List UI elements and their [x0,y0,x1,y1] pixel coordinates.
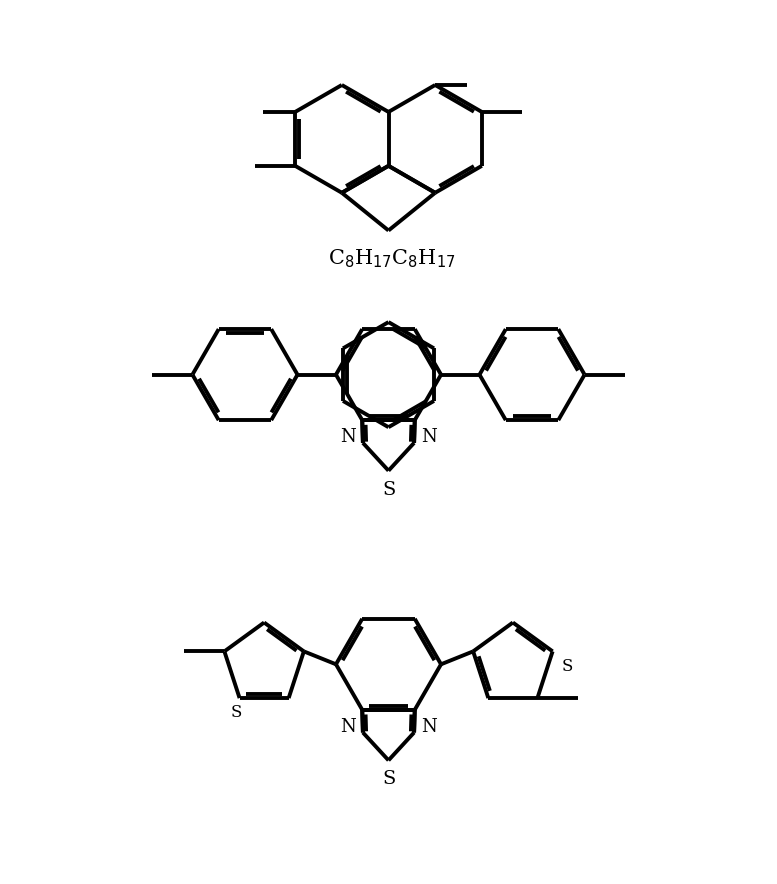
Text: S: S [231,705,242,721]
Text: N: N [421,429,437,446]
Text: N: N [340,429,356,446]
Text: S: S [382,481,395,499]
Text: S: S [382,770,395,789]
Text: S: S [562,658,573,674]
Text: N: N [421,718,437,736]
Text: C$_8$H$_{17}$C$_8$H$_{17}$: C$_8$H$_{17}$C$_8$H$_{17}$ [328,248,455,270]
Text: N: N [340,718,356,736]
